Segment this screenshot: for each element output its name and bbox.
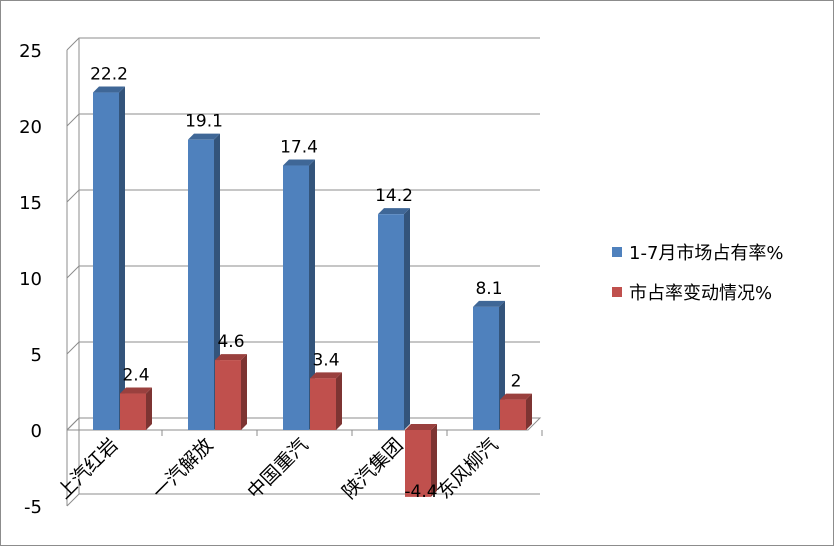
- legend-item-share-change: 市占率变动情况%: [612, 272, 784, 312]
- x-tick-label: 一汽解放: [148, 434, 217, 503]
- bar-market-share-0: [93, 86, 125, 430]
- bar-market-share-1: [188, 133, 220, 430]
- data-label: 4.6: [217, 332, 244, 352]
- bar-side: [146, 387, 152, 430]
- bar-top: [120, 387, 152, 394]
- bar-side: [214, 133, 220, 430]
- bar-top: [378, 208, 410, 215]
- data-label: 14.2: [375, 186, 413, 206]
- bar-side: [336, 372, 342, 430]
- gridline: [66, 37, 540, 51]
- y-tick-label: 10: [19, 269, 42, 290]
- bar-market-share-3: [378, 208, 410, 430]
- y-tick-label: -5: [24, 497, 42, 518]
- x-tick-label: 中国重汽: [243, 434, 312, 503]
- bar-market-share-2: [283, 159, 315, 430]
- y-tick-label: 5: [31, 345, 42, 366]
- bar-top: [215, 354, 247, 361]
- gridline: [66, 493, 540, 507]
- bar-front: [500, 399, 526, 430]
- bar-side: [309, 159, 315, 430]
- bar-side: [119, 86, 125, 430]
- bar-front: [405, 430, 431, 497]
- gridline: [66, 113, 540, 127]
- legend-swatch-share-change: [612, 287, 622, 297]
- y-tick-label: 25: [19, 41, 42, 62]
- bar-front: [310, 378, 336, 430]
- data-label: 2.4: [122, 366, 149, 386]
- bar-front: [188, 139, 214, 430]
- data-label: 17.4: [280, 138, 318, 158]
- legend-label-market-share: 1-7月市场占有率%: [629, 243, 784, 264]
- legend-item-market-share: 1-7月市场占有率%: [612, 232, 784, 272]
- bar-top: [500, 393, 532, 400]
- x-tick-label: 上汽红岩: [53, 434, 122, 503]
- data-label: 19.1: [185, 112, 223, 132]
- x-tick-label: 东风柳汽: [433, 434, 502, 503]
- y-tick-label: 0: [31, 421, 42, 442]
- y-tick-label: 15: [19, 193, 42, 214]
- data-label: -4.4: [404, 482, 437, 502]
- x-tick-label: 陕汽集团: [338, 434, 407, 503]
- bar-share-change-2: [310, 372, 342, 430]
- bar-top: [188, 133, 220, 140]
- legend: 1-7月市场占有率% 市占率变动情况%: [612, 232, 784, 312]
- bar-top: [93, 86, 125, 93]
- bar-front: [215, 360, 241, 430]
- bar-top: [473, 300, 505, 307]
- bar-front: [93, 92, 119, 430]
- bar-side: [431, 424, 437, 497]
- bar-front: [120, 393, 146, 430]
- data-label: 8.1: [475, 279, 502, 299]
- bar-top: [405, 424, 437, 430]
- bar-side: [526, 393, 532, 430]
- legend-label-share-change: 市占率变动情况%: [629, 283, 773, 304]
- bar-front: [283, 165, 309, 430]
- bar-side: [241, 354, 247, 430]
- y-tick-label: 20: [19, 117, 42, 138]
- bar-share-change-0: [120, 387, 152, 430]
- bar-share-change-1: [215, 354, 247, 430]
- bar-share-change-3: [405, 424, 437, 497]
- bar-market-share-4: [473, 300, 505, 430]
- bar-side: [404, 208, 410, 430]
- data-label: 3.4: [312, 350, 339, 370]
- floor-plane: [66, 417, 542, 431]
- bar-top: [283, 159, 315, 166]
- data-label: 22.2: [90, 65, 128, 85]
- data-label: 2: [511, 372, 522, 392]
- bar-front: [378, 214, 404, 430]
- bar-top: [310, 372, 342, 379]
- legend-swatch-market-share: [612, 247, 622, 257]
- bar-share-change-4: [500, 393, 532, 430]
- bar-front: [473, 306, 499, 430]
